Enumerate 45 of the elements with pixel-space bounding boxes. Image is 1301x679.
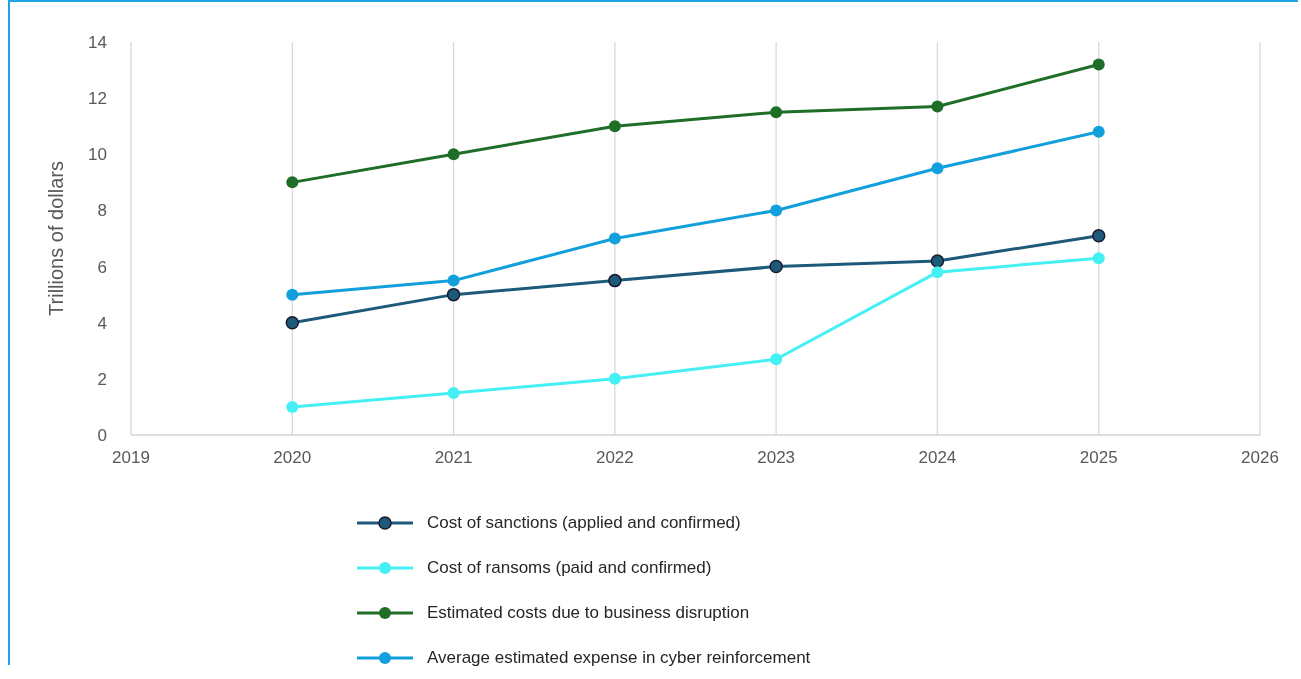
point <box>931 162 944 175</box>
point <box>447 386 460 399</box>
point <box>1091 228 1106 243</box>
point <box>286 176 299 189</box>
point <box>770 204 783 217</box>
x-tick-label: 2019 <box>112 448 150 468</box>
y-tick-label: 12 <box>88 89 107 109</box>
y-tick-label: 2 <box>97 369 107 389</box>
point <box>770 353 783 366</box>
y-tick-label: 0 <box>97 426 107 446</box>
x-tick-label: 2023 <box>757 448 796 468</box>
point <box>446 287 461 302</box>
point <box>769 259 783 274</box>
x-tick-label: 2025 <box>1079 448 1118 468</box>
point <box>608 372 621 385</box>
point <box>286 288 299 301</box>
legend-label: Average estimated expense in cyber reinforcement <box>427 647 811 668</box>
legend-label: Estimated costs due to business disruption <box>427 602 750 623</box>
point <box>608 120 621 133</box>
point <box>286 400 299 413</box>
y-tick-label: 14 <box>88 33 107 53</box>
point <box>285 315 300 330</box>
point <box>931 266 944 279</box>
point <box>1092 125 1105 138</box>
x-tick-label: 2020 <box>273 448 312 468</box>
point <box>930 254 945 268</box>
point <box>608 232 621 245</box>
x-tick-label: 2024 <box>918 448 957 468</box>
y-tick-label: 10 <box>88 145 107 165</box>
x-tick-label: 2022 <box>595 448 634 468</box>
point <box>608 273 622 288</box>
point <box>447 148 460 161</box>
y-tick-label: 4 <box>97 313 107 333</box>
point <box>447 274 460 287</box>
legend-label: Cost of ransoms (paid and confirmed) <box>427 557 712 578</box>
y-tick-label: 8 <box>97 201 107 221</box>
point <box>1092 58 1105 71</box>
point <box>1092 252 1105 265</box>
x-tick-label: 2021 <box>434 448 473 468</box>
x-tick-label: 2026 <box>1241 448 1279 468</box>
legend-label: Cost of sanctions (applied and confirmed) <box>427 512 741 533</box>
y-tick-label: 6 <box>97 257 107 277</box>
point <box>931 100 944 113</box>
point <box>770 106 783 119</box>
y-axis-title: Trillions of dollars <box>45 161 68 316</box>
